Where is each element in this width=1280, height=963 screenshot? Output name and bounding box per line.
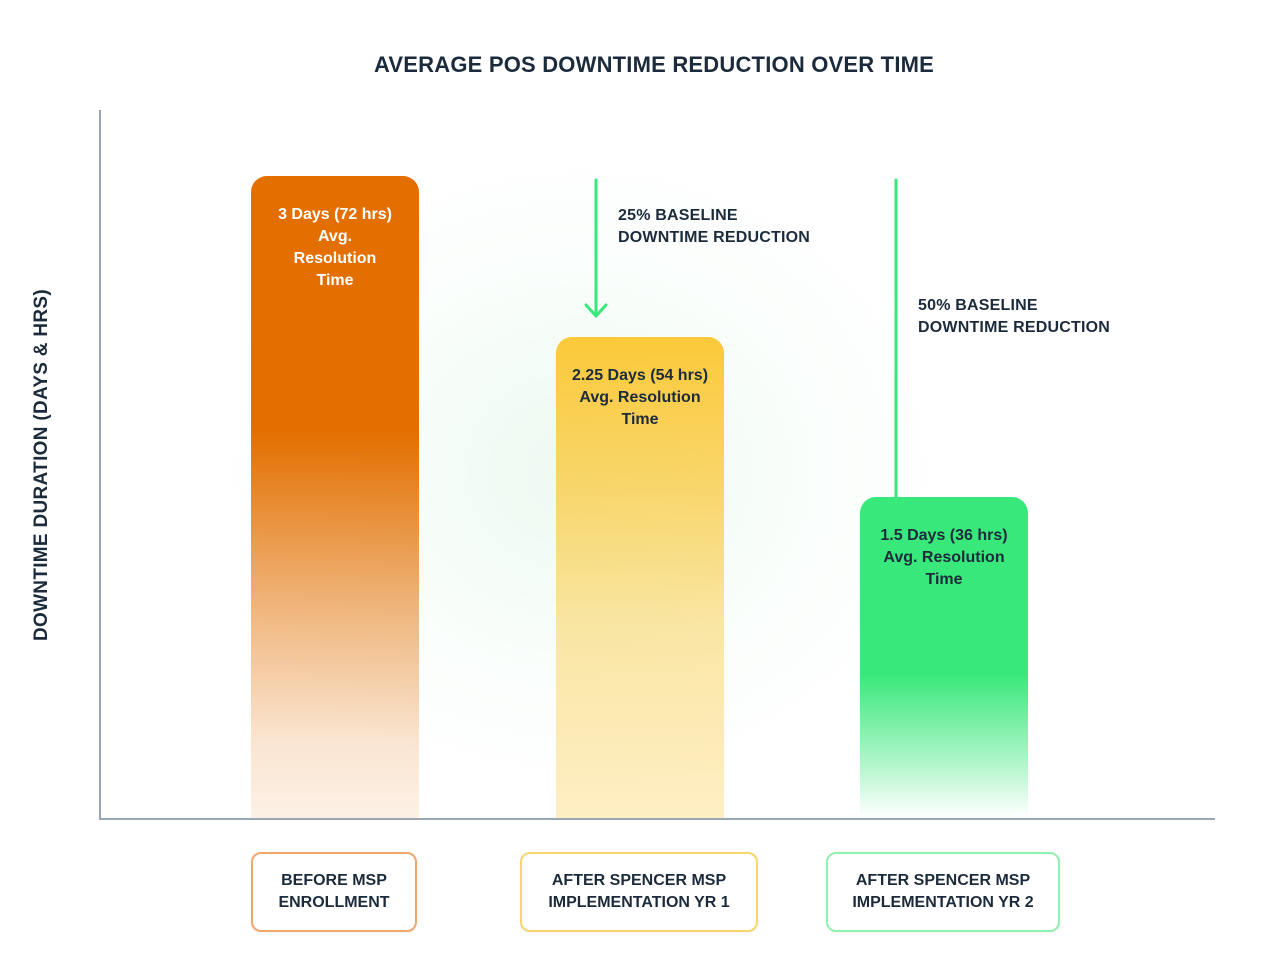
annotation-line: 25% BASELINE <box>618 207 738 224</box>
category-label-yr2: AFTER SPENCER MSP IMPLEMENTATION YR 2 <box>826 852 1060 932</box>
category-line: BEFORE MSP <box>281 872 387 889</box>
category-line: ENROLLMENT <box>278 894 390 911</box>
category-label-yr1: AFTER SPENCER MSP IMPLEMENTATION YR 1 <box>520 852 758 932</box>
bar-data-label-line: 2.25 Days (54 hrs) <box>571 366 709 384</box>
down-arrow-icon <box>584 178 608 318</box>
bar-3: 1.5 Days (36 hrs) Avg. Resolution Time <box>860 497 1028 818</box>
bar-data-label-line: Avg. Resolution <box>579 388 701 406</box>
annotation-line: DOWNTIME REDUCTION <box>918 319 1111 336</box>
annotation-line: 50% BASELINE <box>918 297 1038 314</box>
chart-title: AVERAGE POS DOWNTIME REDUCTION OVER TIME <box>373 52 935 77</box>
bar-data-label-line: 1.5 Days (36 hrs) <box>880 527 1008 544</box>
bar-2: 2.25 Days (54 hrs) Avg. Resolution Time <box>556 336 724 818</box>
x-axis-line <box>99 818 1215 820</box>
annotation-25-percent: 25% BASELINE DOWNTIME REDUCTION <box>618 205 810 249</box>
y-axis-line <box>99 110 101 820</box>
bar-data-label-line: Avg. Resolution <box>883 549 1005 566</box>
bar-data-label: 1.5 Days (36 hrs) Avg. Resolution Time <box>860 525 1028 591</box>
bar-1: 3 Days (72 hrs) Avg. Resolution Time <box>251 176 419 818</box>
bar-data-label-line: 3 Days (72 hrs) <box>278 206 392 223</box>
bar-data-label: 3 Days (72 hrs) Avg. Resolution Time <box>251 204 419 292</box>
category-line: IMPLEMENTATION YR 1 <box>548 894 730 911</box>
category-line: AFTER SPENCER MSP <box>855 872 1031 889</box>
down-arrow-icon <box>884 178 908 529</box>
annotation-50-percent: 50% BASELINE DOWNTIME REDUCTION <box>918 295 1110 339</box>
bar-data-label-line: Avg. <box>317 228 353 245</box>
bar-data-label-line: Time <box>925 571 963 588</box>
category-line: IMPLEMENTATION YR 2 <box>852 894 1034 911</box>
category-line: AFTER SPENCER MSP <box>551 872 727 889</box>
category-label-before-msp: BEFORE MSP ENROLLMENT <box>251 852 417 932</box>
bar-data-label-line: Time <box>316 272 354 289</box>
bar-data-label-line: Time <box>621 410 659 428</box>
bar-data-label: 2.25 Days (54 hrs) Avg. Resolution Time <box>556 365 724 431</box>
annotation-line: DOWNTIME REDUCTION <box>618 229 811 246</box>
bar-data-label-line: Resolution <box>293 250 377 267</box>
